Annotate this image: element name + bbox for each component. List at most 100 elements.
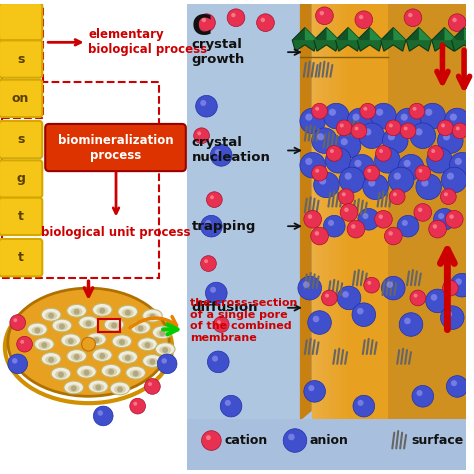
- Ellipse shape: [82, 319, 94, 328]
- Circle shape: [108, 369, 114, 374]
- Circle shape: [364, 165, 380, 181]
- Text: t: t: [18, 210, 24, 223]
- Polygon shape: [381, 27, 406, 51]
- Circle shape: [404, 318, 411, 324]
- Circle shape: [85, 320, 91, 327]
- FancyBboxPatch shape: [0, 40, 42, 78]
- Circle shape: [364, 107, 367, 111]
- Circle shape: [145, 342, 150, 348]
- Circle shape: [382, 276, 405, 300]
- Polygon shape: [432, 27, 445, 40]
- Bar: [326, 4, 328, 421]
- Circle shape: [433, 224, 437, 228]
- Circle shape: [319, 177, 326, 185]
- Circle shape: [414, 203, 432, 221]
- Text: crystal
nucleation: crystal nucleation: [191, 137, 271, 164]
- Circle shape: [351, 123, 367, 139]
- Text: s: s: [17, 53, 24, 65]
- Circle shape: [449, 153, 474, 178]
- Circle shape: [384, 227, 402, 245]
- Ellipse shape: [52, 319, 72, 332]
- Circle shape: [321, 290, 337, 306]
- Circle shape: [314, 172, 339, 198]
- Circle shape: [339, 167, 365, 193]
- Bar: [2, 6, 43, 118]
- Ellipse shape: [155, 343, 175, 356]
- Ellipse shape: [89, 380, 108, 393]
- Circle shape: [401, 114, 408, 121]
- Circle shape: [418, 208, 422, 212]
- Circle shape: [212, 356, 218, 362]
- Ellipse shape: [55, 371, 67, 379]
- Circle shape: [48, 313, 54, 319]
- Circle shape: [111, 322, 117, 328]
- Circle shape: [450, 114, 457, 121]
- Ellipse shape: [51, 367, 71, 380]
- Ellipse shape: [110, 382, 130, 395]
- Circle shape: [74, 354, 80, 360]
- Circle shape: [358, 209, 380, 230]
- Circle shape: [8, 354, 27, 374]
- Circle shape: [420, 103, 446, 129]
- Circle shape: [357, 308, 364, 314]
- Circle shape: [408, 13, 412, 17]
- Circle shape: [13, 318, 18, 322]
- Circle shape: [210, 145, 232, 166]
- Polygon shape: [445, 27, 457, 40]
- Text: s: s: [17, 133, 24, 146]
- Ellipse shape: [114, 385, 126, 393]
- Ellipse shape: [92, 303, 112, 316]
- Circle shape: [288, 434, 295, 440]
- Circle shape: [441, 124, 445, 128]
- Bar: [339, 4, 341, 421]
- Text: g: g: [16, 173, 25, 185]
- Ellipse shape: [87, 333, 106, 346]
- Ellipse shape: [31, 327, 43, 334]
- Circle shape: [312, 103, 328, 119]
- Circle shape: [327, 146, 342, 161]
- Ellipse shape: [122, 354, 134, 362]
- Circle shape: [355, 11, 373, 28]
- Circle shape: [389, 124, 393, 128]
- Circle shape: [446, 210, 463, 228]
- Circle shape: [344, 208, 348, 212]
- Circle shape: [417, 390, 423, 396]
- Ellipse shape: [67, 304, 87, 317]
- Polygon shape: [406, 27, 431, 51]
- Circle shape: [315, 231, 319, 236]
- Circle shape: [157, 354, 177, 374]
- Circle shape: [159, 330, 165, 337]
- Ellipse shape: [116, 338, 128, 346]
- Text: trapping: trapping: [191, 219, 256, 233]
- Circle shape: [445, 108, 470, 134]
- Circle shape: [421, 180, 428, 187]
- Circle shape: [329, 109, 336, 116]
- Ellipse shape: [159, 346, 171, 354]
- Circle shape: [367, 169, 371, 173]
- Circle shape: [35, 328, 40, 333]
- Circle shape: [93, 337, 100, 343]
- Bar: [319, 4, 321, 421]
- Text: biomineralization
process: biomineralization process: [58, 134, 173, 162]
- Text: elementary
biological process: elementary biological process: [89, 28, 208, 56]
- Circle shape: [364, 128, 372, 136]
- FancyBboxPatch shape: [0, 80, 42, 117]
- Circle shape: [456, 127, 460, 130]
- Circle shape: [450, 273, 474, 297]
- Text: anion: anion: [310, 434, 348, 447]
- Circle shape: [416, 174, 441, 200]
- Bar: [333, 4, 335, 421]
- Bar: [331, 4, 333, 421]
- Circle shape: [200, 100, 206, 106]
- Circle shape: [438, 213, 444, 219]
- Circle shape: [388, 231, 393, 236]
- Circle shape: [337, 286, 361, 310]
- Ellipse shape: [79, 316, 98, 329]
- Ellipse shape: [135, 325, 146, 332]
- Polygon shape: [292, 27, 318, 51]
- Text: cation: cation: [224, 434, 267, 447]
- Polygon shape: [300, 4, 312, 421]
- Circle shape: [359, 15, 364, 19]
- Circle shape: [402, 220, 408, 226]
- Ellipse shape: [137, 338, 157, 351]
